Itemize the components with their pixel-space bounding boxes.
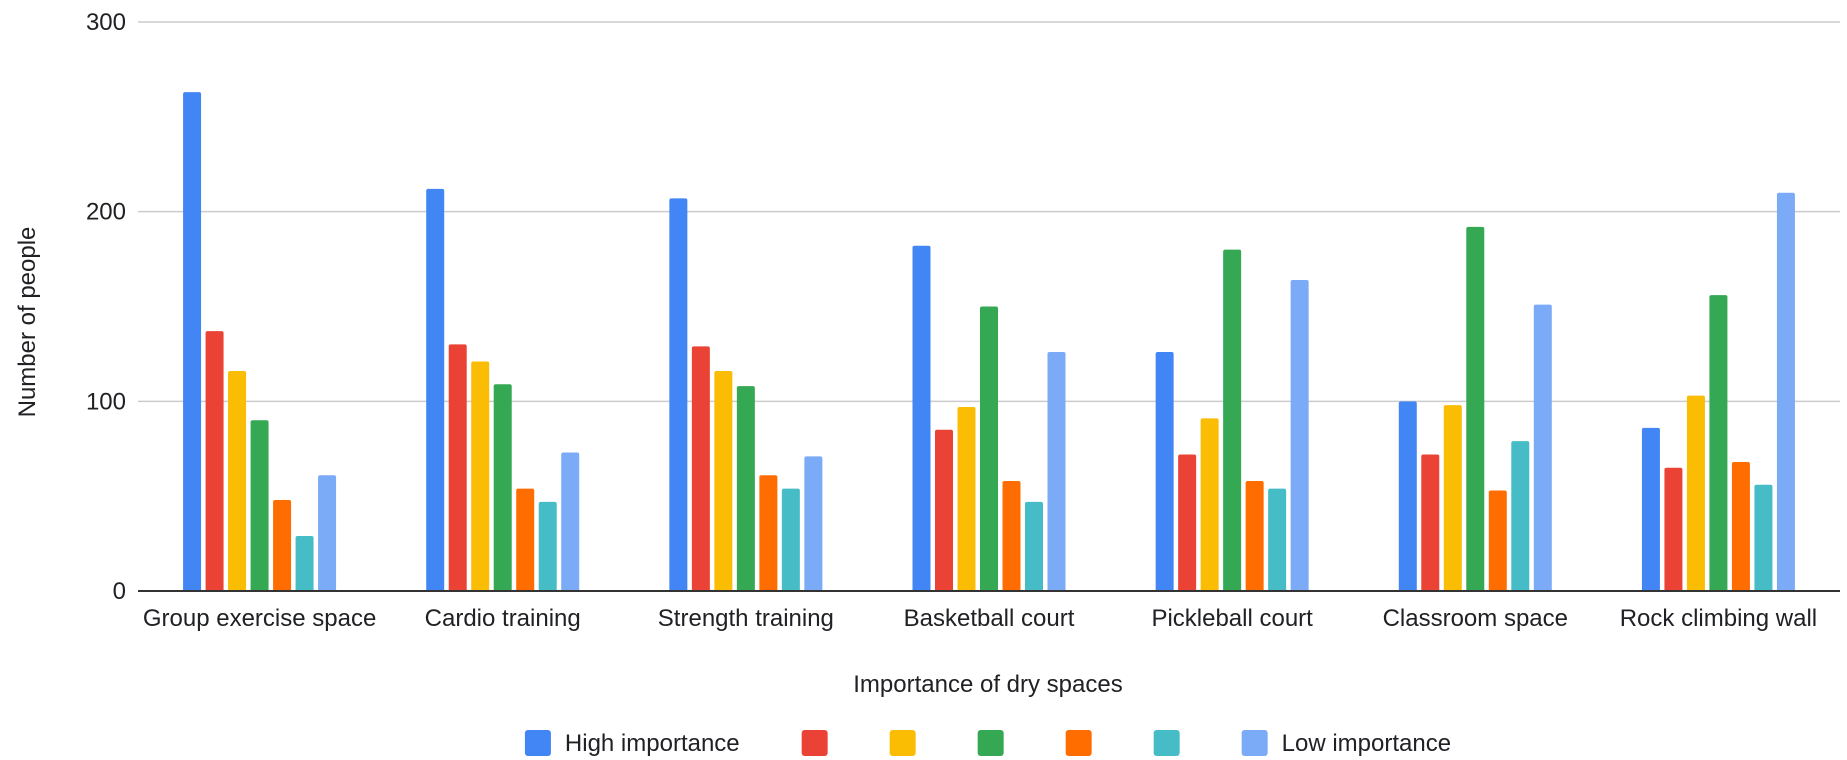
y-tick-label: 0 [113, 578, 126, 605]
bar [471, 361, 490, 591]
x-tick-label: Classroom space [1383, 605, 1568, 632]
legend-item [889, 730, 916, 756]
legend-swatch [524, 730, 551, 756]
legend-label: Low importance [1282, 730, 1451, 757]
bar [912, 245, 931, 591]
bar [295, 535, 314, 591]
bar [1709, 295, 1728, 591]
x-axis-title: Importance of dry spaces [853, 671, 1122, 698]
bar [1178, 454, 1197, 591]
y-tick-label: 200 [86, 199, 126, 226]
bar [228, 370, 247, 591]
x-tick-label: Pickleball court [1151, 605, 1313, 632]
x-tick-label: Rock climbing wall [1620, 605, 1817, 632]
bar [1664, 467, 1683, 591]
bar [1466, 226, 1485, 591]
bar [1641, 427, 1660, 591]
bar [426, 188, 445, 591]
bar [318, 475, 337, 591]
bar [714, 370, 733, 591]
y-tick-label: 300 [86, 9, 126, 36]
y-axis-title: Number of people [14, 227, 41, 418]
x-tick-label: Basketball court [904, 605, 1075, 632]
bar [538, 501, 557, 591]
bar [1686, 395, 1705, 591]
bar [1245, 480, 1264, 591]
bar [1754, 484, 1773, 591]
x-tick-label: Group exercise space [143, 605, 376, 632]
bar [183, 92, 202, 591]
y-axis-ticks: 0 100 200 300 [86, 9, 126, 605]
legend-label: High importance [565, 730, 740, 757]
bar [980, 306, 998, 591]
bar [1047, 352, 1066, 591]
bar [1421, 454, 1440, 591]
legend-swatch [1241, 730, 1268, 756]
bar [1155, 352, 1174, 591]
bar [1290, 279, 1309, 591]
legend-swatch [1153, 730, 1180, 756]
bar [781, 488, 800, 591]
bar [1443, 405, 1462, 591]
bar [1488, 490, 1507, 591]
bar [1223, 249, 1242, 591]
bar [1511, 441, 1530, 591]
y-tick-label: 100 [86, 388, 126, 415]
bar [935, 429, 953, 591]
bar [205, 331, 224, 591]
legend-item [1065, 730, 1092, 756]
legend: High importance Low importance [524, 730, 1451, 757]
bar [669, 198, 688, 591]
x-axis-ticks: Group exercise space Cardio training Stren… [143, 605, 1817, 632]
bar [561, 452, 580, 591]
legend-swatch [1065, 730, 1092, 756]
bar [1002, 480, 1021, 591]
bar [957, 407, 976, 591]
bar [493, 384, 512, 591]
bar [736, 386, 755, 591]
bar [448, 344, 467, 591]
bar [516, 488, 535, 591]
legend-swatch [977, 730, 1004, 756]
bar [1533, 304, 1552, 591]
bar [759, 475, 778, 591]
bar [1268, 488, 1287, 591]
x-tick-label: Cardio training [425, 605, 581, 632]
bar [250, 420, 269, 591]
bar [1200, 418, 1219, 591]
legend-swatch [801, 730, 828, 756]
bar [1025, 501, 1043, 591]
legend-item [977, 730, 1004, 756]
bar [691, 346, 710, 591]
legend-swatch [889, 730, 916, 756]
x-tick-label: Strength training [658, 605, 834, 632]
legend-item [1153, 730, 1180, 756]
bar [273, 499, 292, 591]
legend-item: Low importance [1241, 730, 1451, 757]
bars [183, 92, 1795, 591]
bar [804, 456, 823, 591]
bar [1398, 401, 1417, 591]
bar [1776, 192, 1795, 591]
legend-item: High importance [524, 730, 740, 757]
bar [1731, 462, 1750, 591]
legend-item [801, 730, 828, 756]
